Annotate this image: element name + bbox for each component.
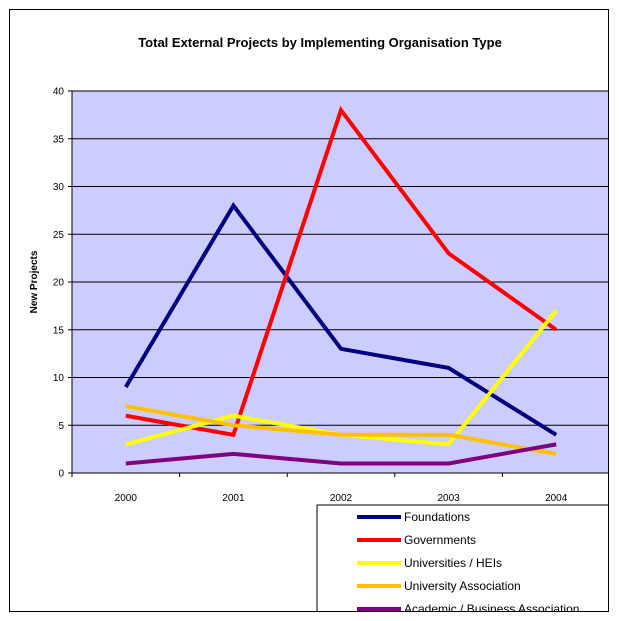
x-tick-label: 2004 — [545, 493, 568, 504]
y-tick-label: 5 — [58, 421, 64, 432]
x-tick-label: 2000 — [115, 493, 138, 504]
y-axis-ticks: 0 5 10 15 20 25 30 35 40 — [53, 87, 72, 480]
series-line-foundations — [124, 202, 558, 437]
x-tick-label: 2001 — [222, 493, 245, 504]
y-axis-label: New Projects — [29, 250, 40, 313]
x-tick-label: 2002 — [330, 493, 353, 504]
legend: Foundations Governments Universities / HEI… — [316, 504, 608, 612]
series-line-university-association — [125, 404, 557, 456]
chart-area: Total External Projects by Implementing … — [9, 9, 609, 612]
chart-title: Total External Projects by Implementing … — [138, 35, 502, 50]
legend-entry-label: Foundations — [404, 510, 470, 524]
series-lines — [124, 105, 558, 466]
legend-entry-label: Universities / HEIs — [404, 556, 502, 570]
y-tick-label: 0 — [58, 469, 64, 480]
legend-box — [316, 504, 608, 611]
x-tick-label: 2003 — [437, 493, 460, 504]
line-chart: Total External Projects by Implementing … — [29, 35, 608, 612]
legend-entry-label: Academic / Business Association — [404, 602, 579, 612]
y-tick-label: 35 — [53, 134, 65, 145]
y-tick-label: 20 — [53, 278, 65, 289]
series-line-governments — [125, 105, 558, 438]
y-tick-label: 40 — [53, 87, 65, 98]
legend-entry-label: University Association — [404, 579, 521, 593]
x-axis-ticks: 2000 2001 2002 2003 2004 — [71, 473, 568, 504]
y-tick-label: 15 — [53, 325, 65, 336]
legend-entry-label: Governments — [404, 533, 476, 547]
series-line-academic-business-association — [125, 442, 557, 466]
y-tick-label: 30 — [53, 182, 65, 193]
y-tick-label: 10 — [53, 373, 65, 384]
y-tick-label: 25 — [53, 230, 65, 241]
